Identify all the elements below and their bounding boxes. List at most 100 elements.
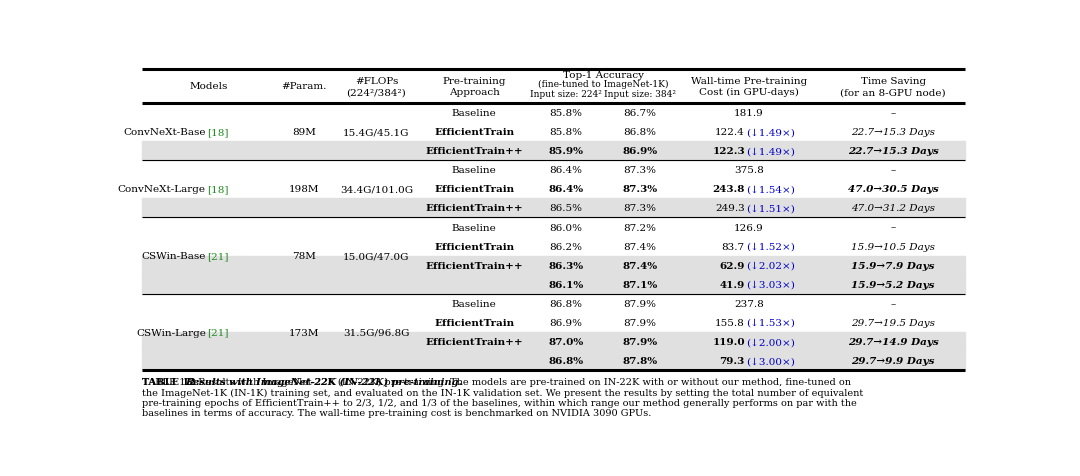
Text: 87.4%: 87.4% xyxy=(623,242,657,251)
Text: 86.2%: 86.2% xyxy=(550,242,582,251)
Text: 31.5G/96.8G: 31.5G/96.8G xyxy=(343,328,409,337)
Text: 86.8%: 86.8% xyxy=(549,357,583,366)
Text: –: – xyxy=(891,223,895,232)
Text: 87.8%: 87.8% xyxy=(622,357,658,366)
Text: ConvNeXt-Base: ConvNeXt-Base xyxy=(123,128,206,137)
Text: (↓1.54×): (↓1.54×) xyxy=(746,185,795,194)
Text: 85.9%: 85.9% xyxy=(549,147,583,156)
Text: 86.4%: 86.4% xyxy=(549,185,583,194)
Bar xyxy=(141,256,966,275)
Text: CSWin-Large: CSWin-Large xyxy=(136,328,206,337)
Text: 87.9%: 87.9% xyxy=(623,318,657,327)
Text: (↓1.51×): (↓1.51×) xyxy=(746,204,795,213)
Text: Input size: 384²: Input size: 384² xyxy=(604,89,676,99)
Text: 86.0%: 86.0% xyxy=(550,223,582,232)
Text: 86.7%: 86.7% xyxy=(623,109,657,118)
Text: 22.7→15.3 Days: 22.7→15.3 Days xyxy=(851,128,935,137)
Text: Results with ImageNet-22K (IN-22K) pre-training.: Results with ImageNet-22K (IN-22K) pre-t… xyxy=(185,377,461,386)
Text: 47.0→30.5 Days: 47.0→30.5 Days xyxy=(848,185,939,194)
Text: 86.8%: 86.8% xyxy=(550,299,582,308)
Text: 122.4: 122.4 xyxy=(715,128,745,137)
Text: 79.3: 79.3 xyxy=(719,357,745,366)
Text: 155.8: 155.8 xyxy=(715,318,745,327)
Text: 22.7→15.3 Days: 22.7→15.3 Days xyxy=(848,147,939,156)
Text: TABLE 12: Results with ImageNet-22K (IN-22K) pre-training. The models are pre-tr: TABLE 12: Results with ImageNet-22K (IN-… xyxy=(141,377,863,417)
Text: 87.1%: 87.1% xyxy=(622,280,658,289)
Text: 85.8%: 85.8% xyxy=(550,128,582,137)
Text: 87.3%: 87.3% xyxy=(622,185,658,194)
Text: 15.4G/45.1G: 15.4G/45.1G xyxy=(343,128,409,137)
Text: EfficientTrain: EfficientTrain xyxy=(434,318,514,327)
Text: (↓3.03×): (↓3.03×) xyxy=(746,280,795,289)
Text: #Param.: #Param. xyxy=(282,82,327,91)
Bar xyxy=(141,199,966,218)
Bar xyxy=(141,142,966,161)
Text: Models: Models xyxy=(189,82,228,91)
Text: 243.8: 243.8 xyxy=(713,185,745,194)
Text: –: – xyxy=(891,166,895,175)
Text: 15.9→5.2 Days: 15.9→5.2 Days xyxy=(851,280,935,289)
Text: [18]: [18] xyxy=(207,185,229,194)
Text: EfficientTrain: EfficientTrain xyxy=(434,185,514,194)
Bar xyxy=(141,332,966,351)
Text: Baseline: Baseline xyxy=(451,166,497,175)
Text: Wall-time Pre-training: Wall-time Pre-training xyxy=(691,77,807,85)
Text: 89M: 89M xyxy=(293,128,316,137)
Text: (↓1.49×): (↓1.49×) xyxy=(746,128,795,137)
Text: 87.3%: 87.3% xyxy=(623,204,657,213)
Text: (fine-tuned to ImageNet-1K): (fine-tuned to ImageNet-1K) xyxy=(538,79,669,89)
Text: (↓1.52×): (↓1.52×) xyxy=(746,242,795,251)
Text: Baseline: Baseline xyxy=(451,109,497,118)
Text: EfficientTrain++: EfficientTrain++ xyxy=(426,261,523,270)
Text: –: – xyxy=(891,299,895,308)
Text: 87.0%: 87.0% xyxy=(549,337,584,347)
Text: 181.9: 181.9 xyxy=(734,109,764,118)
Text: #FLOPs: #FLOPs xyxy=(354,77,399,85)
Text: 29.7→9.9 Days: 29.7→9.9 Days xyxy=(851,357,935,366)
Text: (↓1.53×): (↓1.53×) xyxy=(746,318,795,327)
Text: 87.9%: 87.9% xyxy=(623,299,657,308)
Text: Baseline: Baseline xyxy=(451,223,497,232)
Text: 29.7→19.5 Days: 29.7→19.5 Days xyxy=(851,318,935,327)
Text: 86.9%: 86.9% xyxy=(622,147,658,156)
Text: –: – xyxy=(891,109,895,118)
Text: 86.5%: 86.5% xyxy=(550,204,582,213)
Text: EfficientTrain++: EfficientTrain++ xyxy=(426,204,523,213)
Text: [21]: [21] xyxy=(207,252,229,261)
Text: 375.8: 375.8 xyxy=(734,166,764,175)
Text: 34.4G/101.0G: 34.4G/101.0G xyxy=(340,185,413,194)
Text: (↓2.02×): (↓2.02×) xyxy=(746,261,795,270)
Text: 62.9: 62.9 xyxy=(719,261,745,270)
Text: 122.3: 122.3 xyxy=(712,147,745,156)
Text: 87.4%: 87.4% xyxy=(622,261,658,270)
Text: 78M: 78M xyxy=(293,252,316,261)
Bar xyxy=(141,275,966,294)
Text: 15.0G/47.0G: 15.0G/47.0G xyxy=(343,252,409,261)
Text: 87.3%: 87.3% xyxy=(623,166,657,175)
Text: Input size: 224²: Input size: 224² xyxy=(530,89,602,99)
Text: 86.1%: 86.1% xyxy=(549,280,584,289)
Text: 198M: 198M xyxy=(289,185,320,194)
Text: ConvNeXt-Large: ConvNeXt-Large xyxy=(118,185,206,194)
Text: EfficientTrain++: EfficientTrain++ xyxy=(426,337,523,347)
Text: EfficientTrain: EfficientTrain xyxy=(434,128,514,137)
Text: Cost (in GPU-days): Cost (in GPU-days) xyxy=(699,88,799,97)
Text: 87.2%: 87.2% xyxy=(623,223,657,232)
Text: Pre-training: Pre-training xyxy=(443,77,505,85)
Text: 47.0→31.2 Days: 47.0→31.2 Days xyxy=(851,204,935,213)
Text: [18]: [18] xyxy=(207,128,229,137)
Text: 126.9: 126.9 xyxy=(734,223,764,232)
Text: 41.9: 41.9 xyxy=(719,280,745,289)
Text: 15.9→7.9 Days: 15.9→7.9 Days xyxy=(851,261,935,270)
Text: TABLE 12:: TABLE 12: xyxy=(141,377,199,386)
Text: 86.3%: 86.3% xyxy=(549,261,583,270)
Text: 87.9%: 87.9% xyxy=(622,337,658,347)
Text: 86.8%: 86.8% xyxy=(623,128,657,137)
Text: (for an 8-GPU node): (for an 8-GPU node) xyxy=(840,88,946,97)
Text: EfficientTrain: EfficientTrain xyxy=(434,242,514,251)
Text: 119.0: 119.0 xyxy=(712,337,745,347)
Text: 83.7: 83.7 xyxy=(721,242,745,251)
Text: (224²/384²): (224²/384²) xyxy=(347,88,406,97)
Bar xyxy=(141,351,966,370)
Text: CSWin-Base: CSWin-Base xyxy=(141,252,206,261)
